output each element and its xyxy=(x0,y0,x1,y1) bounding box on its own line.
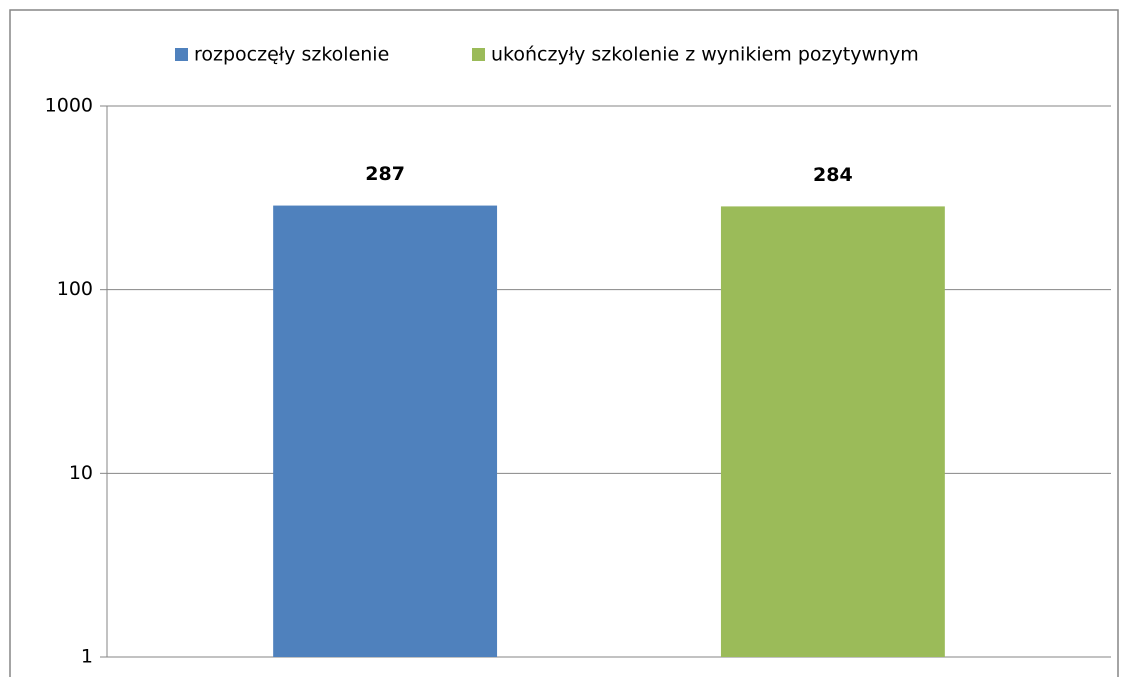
legend-label: rozpoczęły szkolenie xyxy=(194,44,389,66)
chart-frame xyxy=(9,9,1119,677)
legend-swatch xyxy=(472,48,485,61)
bar xyxy=(273,205,498,657)
y-tick-label: 1 xyxy=(81,646,93,668)
bar xyxy=(720,206,945,657)
legend-swatch xyxy=(175,48,188,61)
data-label: 287 xyxy=(365,163,405,185)
y-tick-label: 100 xyxy=(57,278,93,300)
legend-label: ukończyły szkolenie z wynikiem pozytywny… xyxy=(491,44,919,66)
y-tick-label: 10 xyxy=(69,462,93,484)
data-label: 284 xyxy=(813,164,853,186)
y-tick-label: 1000 xyxy=(45,95,93,117)
